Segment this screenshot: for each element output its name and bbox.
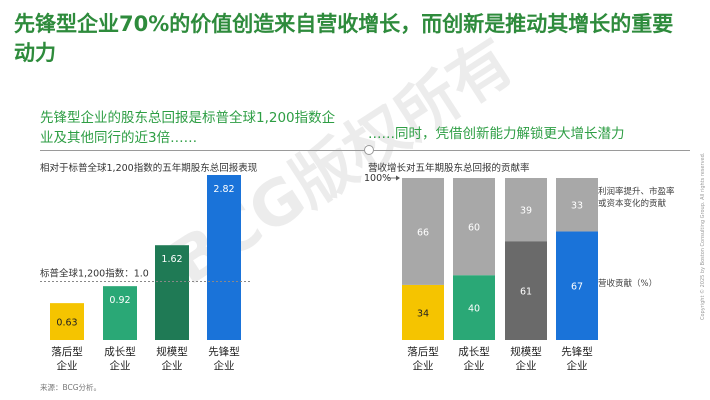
bar-value-label-2: 1.62 [161,254,182,265]
category-label-1-1: 企业 [110,359,131,372]
bar-2 [155,245,189,340]
category-label-2-1: 企业 [516,359,537,372]
category-label-1-1: 企业 [464,359,485,372]
legend-other-contribution: 利润率提升、市盈率或资本变化的贡献 [598,187,675,209]
bar-value-label-0: 0.63 [56,318,77,329]
source-note: 来源：BCG分析。 [40,383,102,392]
right-subtitle: ……同时，凭借创新能力解锁更大增长潜力 [368,126,625,142]
category-label-0-1: 企业 [57,359,78,372]
bar-3 [207,175,241,340]
left-subtitle: 先锋型企业的股东总回报是标普全球1,200指数企业及其他同行的近3倍…… [40,110,336,146]
bar-other-2 [505,178,547,242]
bar-revenue-label-2: 61 [520,287,532,298]
bar-revenue-3 [556,231,598,340]
right-chart-label: 营收增长对五年期股东总回报的贡献率 [368,163,530,174]
category-label-3-1: 企业 [214,359,235,372]
bar-1 [103,286,137,340]
category-label-2-1: 企业 [162,359,183,372]
legend-revenue-contribution: 营收贡献（%） [598,279,658,289]
bar-other-label-0: 66 [417,227,429,238]
category-label-0-0: 落后型 [407,345,439,358]
bar-value-label-1: 0.92 [109,295,130,306]
axis-100-label: 100% [364,173,391,184]
reference-line-label: 标普全球1,200指数：1.0 [40,267,149,279]
category-label-0-1: 企业 [413,359,434,372]
bar-revenue-2 [505,241,547,340]
bar-other-1 [453,178,495,276]
category-label-0-0: 落后型 [51,345,83,358]
bar-revenue-label-0: 34 [417,308,429,319]
bar-0 [50,303,84,340]
category-label-3-0: 先锋型 [561,345,593,358]
category-label-1-0: 成长型 [104,345,136,358]
category-label-1-0: 成长型 [458,345,490,358]
category-label-3-1: 企业 [567,359,588,372]
bar-value-label-3: 2.82 [213,184,234,195]
bar-other-0 [402,178,444,285]
divider-left [40,150,368,151]
category-label-3-0: 先锋型 [208,345,240,358]
copyright-note: Copyright © 2025 by Boston Consulting Gr… [700,152,706,320]
bar-revenue-label-1: 40 [468,304,480,315]
page-title: 先锋型企业70%的价值创造来自营收增长，而创新是推动其增长的重要动力 [14,12,674,65]
bar-revenue-1 [453,275,495,340]
left-chart-label: 相对于标普全球1,200指数的五年期股东总回报表现 [40,163,258,174]
bar-other-label-1: 60 [468,223,480,234]
bar-revenue-label-3: 67 [571,282,583,293]
bar-other-label-2: 39 [520,206,532,217]
axis-100-arrowhead [396,175,400,181]
bar-other-label-3: 33 [571,201,583,212]
divider-right [372,150,690,151]
bar-other-3 [556,178,598,232]
divider-dot [364,145,374,155]
bar-revenue-0 [402,284,444,340]
category-label-2-0: 规模型 [510,345,542,358]
category-label-2-0: 规模型 [156,345,188,358]
